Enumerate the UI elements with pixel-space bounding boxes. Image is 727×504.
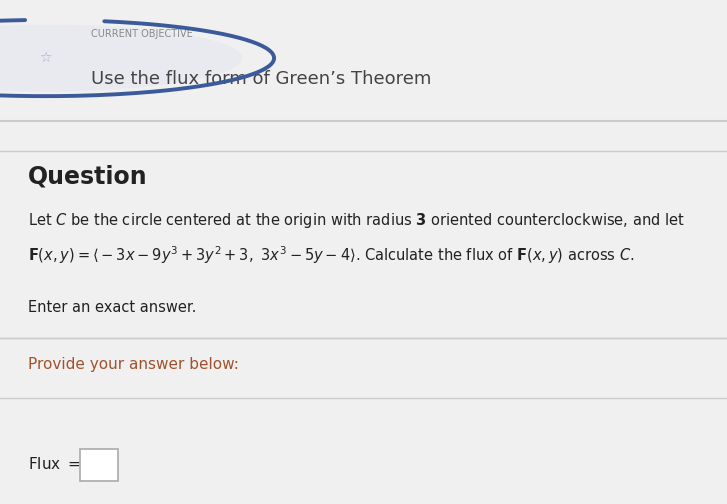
FancyBboxPatch shape	[80, 449, 118, 481]
Text: Provide your answer below:: Provide your answer below:	[28, 357, 238, 372]
Text: $\mathbf{F}(x,y) = \langle -3x - 9y^3 + 3y^2 + 3,\ 3x^3 - 5y - 4 \rangle$. Calcu: $\mathbf{F}(x,y) = \langle -3x - 9y^3 + …	[28, 244, 634, 266]
Text: CURRENT OBJECTIVE: CURRENT OBJECTIVE	[91, 29, 193, 39]
Circle shape	[0, 25, 241, 91]
Text: ☆: ☆	[39, 51, 52, 65]
Text: Flux $=$: Flux $=$	[28, 456, 80, 472]
Text: Enter an exact answer.: Enter an exact answer.	[28, 300, 196, 316]
Text: Use the flux form of Green’s Theorem: Use the flux form of Green’s Theorem	[91, 70, 431, 88]
Text: Let $C$ be the circle centered at the origin with radius $\mathbf{3}$ oriented c: Let $C$ be the circle centered at the or…	[28, 211, 684, 230]
Text: Question: Question	[28, 164, 148, 188]
